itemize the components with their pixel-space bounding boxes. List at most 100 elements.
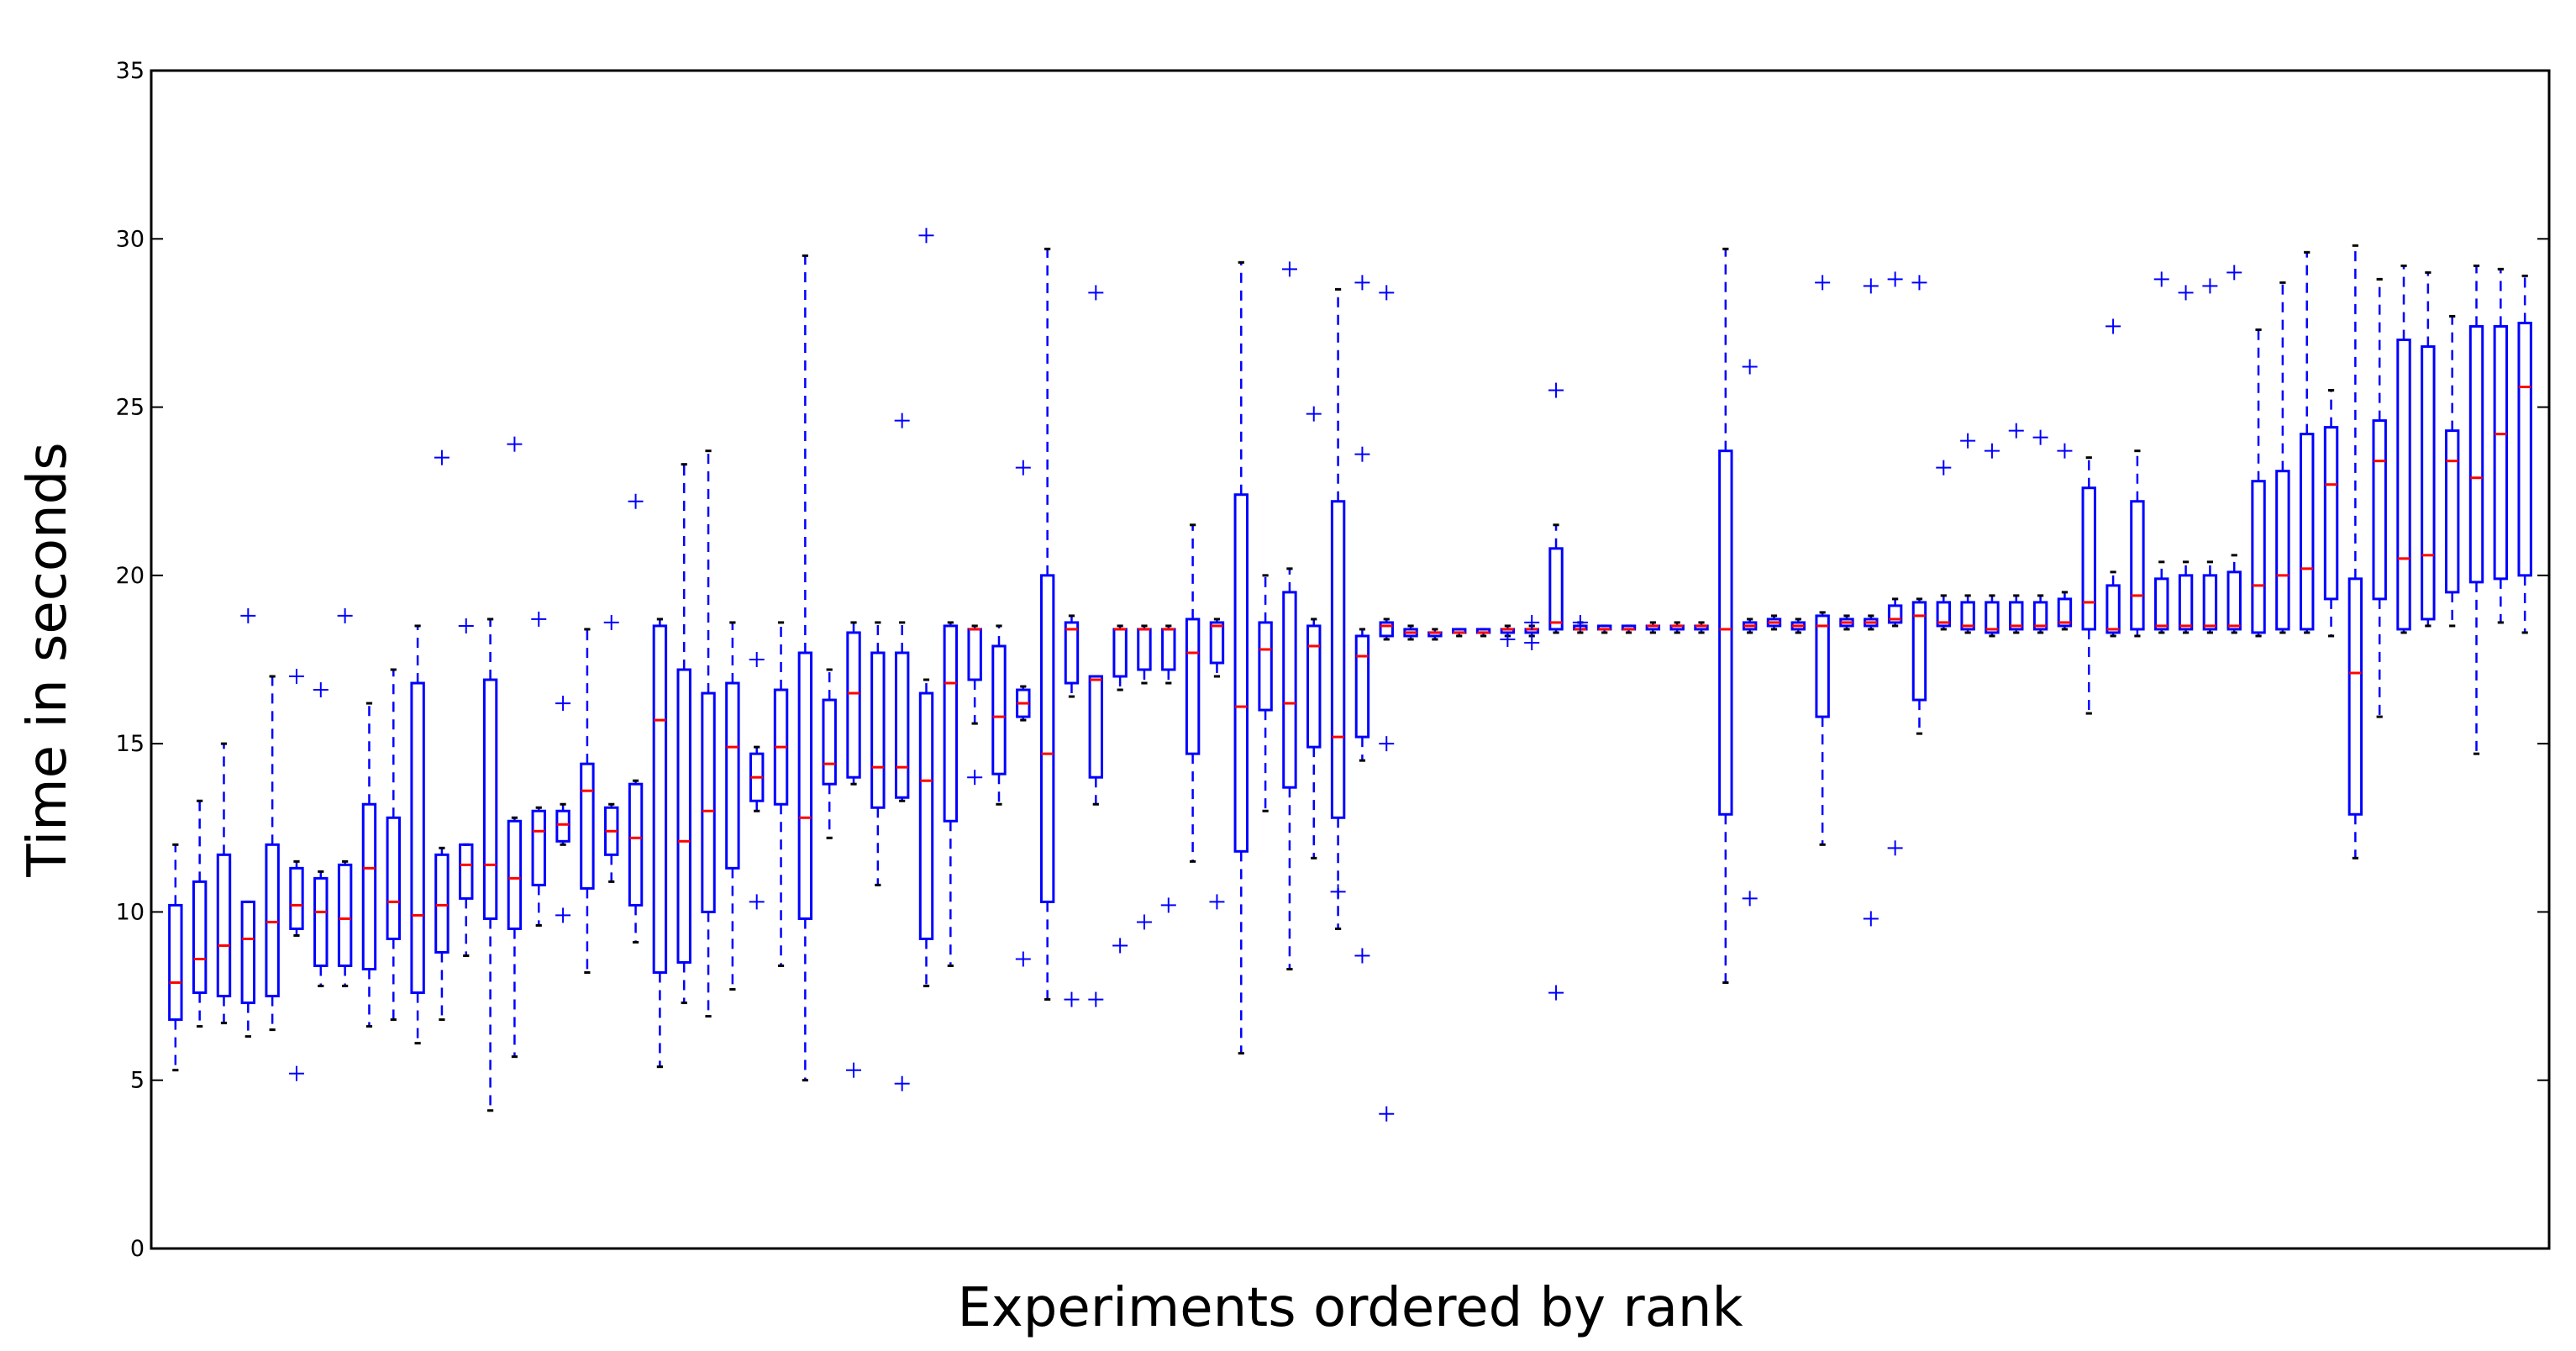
axes-frame: [150, 69, 2551, 1250]
y-axis-label: Time in seconds: [17, 442, 79, 877]
y-axis-ticks: 0 5 10 15 20 25 30 35: [116, 58, 2549, 1262]
box-item: [361, 702, 377, 1028]
box-item: [168, 843, 183, 1072]
box-item: [2300, 250, 2315, 634]
box-item: [1887, 271, 1903, 856]
outlier-point: [749, 894, 765, 910]
iqr-box: [2130, 500, 2145, 631]
iqr-box: [240, 900, 256, 1005]
box-item: [1766, 614, 1782, 631]
outlier-point: [2008, 423, 2024, 439]
box-item: [2178, 285, 2194, 634]
outlier-point: [288, 1065, 304, 1081]
iqr-box: [192, 880, 208, 995]
box-item: [1160, 624, 1176, 913]
iqr-box: [2057, 597, 2073, 628]
iqr-box: [265, 843, 280, 998]
outlier-point: [1379, 736, 1395, 752]
iqr-box: [725, 681, 740, 870]
box-item: [1039, 247, 1055, 1001]
y-tick-label: 0: [130, 1236, 145, 1262]
box-item: [2275, 281, 2290, 634]
outlier-point: [2032, 429, 2048, 445]
box-item: [2372, 277, 2387, 718]
outlier-point: [1960, 433, 1976, 449]
outlier-point: [1088, 991, 1104, 1007]
iqr-box: [555, 809, 570, 843]
outlier-point: [337, 607, 353, 623]
box-item: [1403, 624, 1418, 641]
box-item: [967, 624, 983, 786]
outlier-point: [1160, 897, 1176, 913]
iqr-box: [1815, 614, 1830, 718]
iqr-box: [943, 624, 959, 823]
y-tick-label: 30: [116, 226, 145, 252]
outlier-point: [1742, 891, 1758, 907]
outlier-point: [967, 770, 983, 786]
iqr-box: [701, 691, 716, 913]
box-item: [1548, 382, 1564, 1001]
outlier-point: [1984, 443, 2000, 459]
outlier-point: [1015, 460, 1031, 476]
box-item: [1452, 628, 1467, 638]
box-item: [1500, 624, 1516, 647]
iqr-box: [2202, 574, 2218, 631]
outlier-point: [2226, 265, 2242, 281]
iqr-box: [797, 651, 813, 920]
box-item: [894, 413, 910, 1091]
iqr-box: [870, 651, 886, 809]
box-item: [1790, 618, 1806, 634]
outlier-point: [1500, 631, 1516, 647]
x-axis-label: Experiments ordered by rank: [957, 1277, 1743, 1339]
box-item: [822, 668, 837, 839]
box-item: [1596, 624, 1612, 634]
iqr-box: [2444, 429, 2460, 594]
box-item: [240, 607, 256, 1038]
outlier-point: [1354, 948, 1370, 964]
iqr-box: [2226, 570, 2242, 631]
box-item: [1645, 621, 1661, 634]
outlier-point: [846, 1062, 862, 1078]
box-item: [846, 621, 862, 1078]
box-item: [1233, 260, 1249, 1055]
outlier-point: [434, 449, 449, 465]
box-item: [773, 621, 789, 968]
box-item: [991, 624, 1007, 806]
box-item: [1354, 275, 1370, 964]
iqr-box: [216, 853, 232, 998]
box-item: [337, 607, 353, 988]
box-item: [2251, 328, 2266, 638]
outlier-point: [918, 228, 934, 244]
outlier-point: [1548, 985, 1564, 1001]
outlier-point: [1936, 460, 1952, 476]
outlier-point: [1281, 261, 1297, 277]
iqr-box: [168, 903, 183, 1022]
outlier-point: [2202, 278, 2218, 294]
box-item: [1015, 460, 1031, 967]
iqr-box: [918, 691, 934, 940]
iqr-box: [2251, 480, 2266, 634]
iqr-box: [676, 668, 691, 965]
outlier-point: [458, 618, 474, 633]
box-item: [2057, 443, 2073, 631]
iqr-box: [1185, 618, 1201, 755]
iqr-box: [1718, 449, 1733, 816]
box-item: [2202, 278, 2218, 634]
iqr-box: [2347, 577, 2363, 816]
outlier-point: [894, 1075, 910, 1091]
outlier-point: [1354, 275, 1370, 291]
box-item: [725, 621, 740, 991]
iqr-box: [2468, 324, 2484, 584]
box-item: [555, 696, 571, 923]
box-item: [2226, 265, 2242, 634]
y-tick-label: 5: [130, 1068, 145, 1094]
box-item: [531, 611, 547, 927]
box-item: [1136, 624, 1152, 930]
iqr-box: [894, 651, 910, 799]
iqr-box: [991, 644, 1007, 775]
box-item: [1330, 287, 1346, 930]
iqr-box: [1306, 624, 1322, 749]
outlier-point: [1330, 884, 1346, 900]
iqr-box: [531, 809, 546, 886]
iqr-box: [2081, 486, 2096, 631]
